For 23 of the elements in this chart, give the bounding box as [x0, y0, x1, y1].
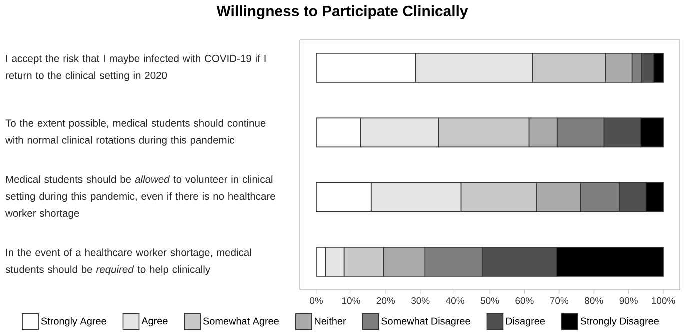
y-tick-label: Medical students should be allowed to volunteer in clinical setting during this pandemic, even if there is no healthcare worker shortage: [6, 176, 276, 220]
x-tick-label: 50%: [480, 298, 500, 304]
legend-label: Somewhat Disagree: [382, 317, 470, 327]
y-tick-label: I accept the risk that I maybe infected with COVID-19 if I return to the clinical setting in 2020: [6, 54, 266, 82]
x-tick-label: 40%: [446, 298, 464, 304]
y-tick-label: To the extent possible, medical students should continue with normal clinical rotations during this pandemic: [6, 119, 266, 146]
x-tick-label: 30%: [411, 298, 430, 304]
x-tick-label: 70%: [550, 298, 569, 304]
x-tick-label: 90%: [620, 298, 638, 304]
legend-label: Somewhat Agree: [203, 317, 279, 327]
legend-label: Strongly Disagree: [580, 317, 659, 327]
legend-label: Neither: [315, 317, 346, 325]
x-tick-label: 0%: [310, 298, 324, 304]
x-tick-label: 10%: [342, 298, 360, 304]
y-tick-label: In the event of a healthcare worker shortage, medical students should be required to help clinically: [6, 248, 252, 276]
x-tick-label: 60%: [516, 298, 534, 304]
legend-label: Agree: [142, 318, 168, 327]
x-tick-label: 100%: [652, 298, 676, 304]
legend-label: Strongly Agree: [41, 317, 106, 327]
chart-title: Willingness to Participate Clinically: [216, 6, 468, 20]
x-tick-label: 80%: [585, 298, 604, 304]
x-tick-label: 20%: [376, 298, 396, 304]
legend-label: Disagree: [506, 317, 546, 327]
